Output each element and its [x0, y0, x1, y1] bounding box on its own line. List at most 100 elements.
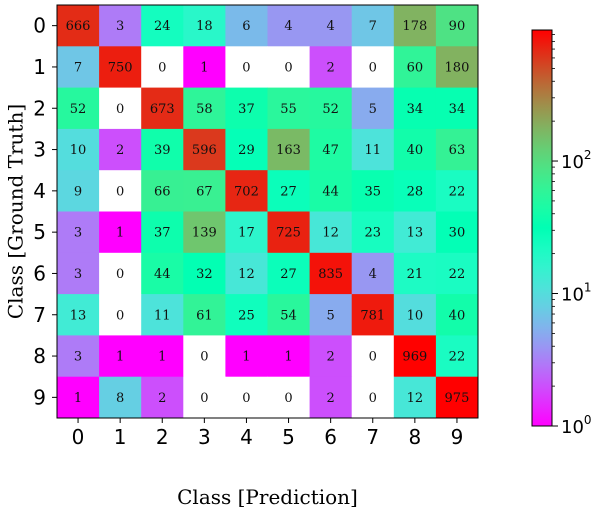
cell-value-label: 7	[74, 60, 82, 75]
heatmap-cell	[183, 211, 226, 254]
heatmap-cell	[351, 294, 395, 336]
heatmap-cell	[351, 335, 395, 378]
cell-value-label: 781	[360, 308, 385, 323]
cell-value-label: 9	[74, 184, 82, 199]
colorbar-tick-label: 102	[561, 148, 592, 173]
heatmap-cell	[309, 294, 353, 336]
heatmap-cell	[225, 252, 268, 295]
heatmap-cell	[393, 252, 437, 295]
cell-value-label: 673	[150, 102, 175, 117]
y-axis-ticks: 0 1 2 3 4 5 6 7 8 9	[33, 14, 57, 409]
y-tick-label: 5	[33, 220, 46, 244]
cell-value-label: 2	[327, 350, 335, 365]
cell-value-label: 37	[238, 102, 255, 117]
cell-value-label: 27	[280, 184, 297, 199]
heatmap-cell	[99, 46, 142, 88]
heatmap-cell	[141, 294, 184, 336]
heatmap-cell	[309, 87, 353, 130]
cell-value-label: 0	[242, 60, 250, 75]
cell-value-label: 0	[242, 391, 250, 406]
cell-value-label: 22	[449, 267, 466, 282]
y-tick-label: 7	[33, 303, 46, 327]
heatmap-cell	[141, 376, 184, 419]
x-tick-label: 6	[324, 425, 337, 449]
cell-value-label: 2	[116, 143, 124, 158]
heatmap-cell	[57, 376, 100, 419]
cell-value-label: 55	[280, 102, 297, 117]
cell-value-label: 1	[200, 60, 208, 75]
heatmap-cell	[141, 87, 184, 130]
heatmap-cell	[183, 87, 226, 130]
cell-value-label: 40	[449, 308, 466, 323]
cell-value-label: 18	[196, 19, 213, 34]
heatmap-cell	[351, 376, 395, 419]
heatmap-cell	[351, 46, 395, 88]
cell-value-label: 52	[70, 102, 87, 117]
heatmap-cell	[183, 5, 226, 47]
y-tick-label: 6	[33, 261, 46, 285]
cell-value-label: 1	[158, 350, 166, 365]
heatmap-cell	[435, 128, 479, 171]
heatmap-cell	[99, 87, 142, 130]
heatmap-cell	[309, 376, 353, 419]
heatmap-cell	[351, 5, 395, 47]
heatmap-cell	[99, 5, 142, 47]
cell-value-label: 37	[154, 226, 171, 241]
y-tick-label: 4	[33, 179, 46, 203]
heatmap-cell	[351, 87, 395, 130]
heatmap-cell	[141, 128, 184, 171]
heatmap-cell	[225, 376, 268, 419]
heatmap-cell	[267, 211, 310, 254]
cell-value-label: 163	[276, 143, 301, 158]
heatmap-cell	[435, 211, 479, 254]
cell-value-label: 4	[327, 19, 335, 34]
cell-value-label: 4	[369, 267, 377, 282]
cell-value-label: 32	[196, 267, 213, 282]
heatmap-cell	[393, 376, 437, 419]
heatmap-cell	[141, 335, 184, 378]
heatmap-cell	[57, 335, 100, 378]
cell-value-label: 12	[238, 267, 255, 282]
cell-value-label: 66	[154, 184, 171, 199]
heatmap-cell	[351, 128, 395, 171]
cell-value-label: 35	[364, 184, 381, 199]
cell-value-label: 12	[407, 391, 424, 406]
cell-value-label: 139	[192, 226, 217, 241]
heatmap-cell	[141, 46, 184, 88]
cell-value-label: 0	[200, 391, 208, 406]
cell-value-label: 0	[116, 184, 124, 199]
y-tick-label: 1	[33, 55, 46, 79]
heatmap-cell	[309, 170, 353, 212]
cell-value-label: 13	[70, 308, 87, 323]
heatmap-cell	[99, 376, 142, 419]
cell-value-label: 39	[154, 143, 171, 158]
cell-value-label: 10	[407, 308, 424, 323]
heatmap-cell	[57, 128, 100, 171]
heatmap-cell	[57, 211, 100, 254]
heatmap-cell	[99, 170, 142, 212]
cell-value-label: 1	[116, 226, 124, 241]
cell-value-label: 0	[116, 102, 124, 117]
heatmap-cell	[141, 170, 184, 212]
heatmap-cell	[435, 294, 479, 336]
heatmap-cell	[393, 128, 437, 171]
heatmap-cell	[183, 128, 226, 171]
heatmap-cell	[351, 170, 395, 212]
cell-value-label: 61	[196, 308, 213, 323]
cell-value-label: 54	[280, 308, 297, 323]
x-tick-label: 5	[282, 425, 295, 449]
heatmap-cell	[267, 376, 310, 419]
x-tick-label: 0	[72, 425, 85, 449]
cell-value-label: 44	[154, 267, 171, 282]
colorbar-gradient	[531, 29, 553, 427]
cell-value-label: 27	[280, 267, 297, 282]
colorbar-tick-label: 100	[561, 413, 592, 438]
heatmap-cell	[309, 5, 353, 47]
cell-value-label: 702	[234, 184, 259, 199]
heatmap-cell	[435, 252, 479, 295]
colorbar-tick-label: 101	[561, 281, 592, 306]
cell-value-label: 1	[74, 391, 82, 406]
heatmap-cell	[267, 128, 310, 171]
cell-value-label: 3	[74, 226, 82, 241]
